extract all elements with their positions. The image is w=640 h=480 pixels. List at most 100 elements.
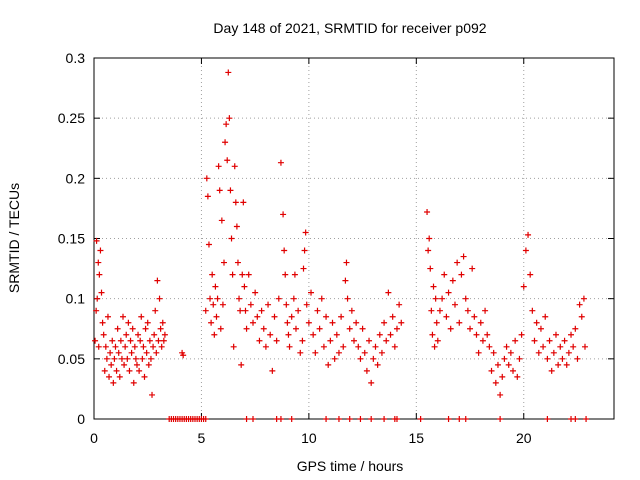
data-point	[320, 343, 327, 350]
data-point	[323, 416, 330, 422]
data-point	[325, 361, 332, 368]
y-tick-label: 0.3	[66, 50, 86, 66]
data-point	[305, 319, 312, 326]
data-point	[155, 337, 162, 344]
data-point	[139, 355, 146, 362]
data-point	[578, 313, 585, 320]
data-point	[269, 367, 276, 374]
data-point	[123, 331, 130, 338]
data-point	[335, 416, 342, 422]
data-point	[383, 337, 390, 344]
data-point	[132, 355, 139, 362]
data-point	[565, 349, 572, 356]
data-point	[131, 343, 138, 350]
data-point	[456, 319, 463, 326]
data-point	[572, 416, 579, 422]
data-point	[241, 283, 248, 290]
data-point	[277, 159, 284, 166]
data-point	[285, 331, 292, 338]
data-point	[138, 313, 145, 320]
data-point	[433, 319, 440, 326]
data-point	[151, 331, 158, 338]
data-point	[520, 283, 527, 290]
data-point	[340, 343, 347, 350]
data-point	[281, 247, 288, 254]
data-point	[363, 367, 370, 374]
data-point	[488, 367, 495, 374]
data-point	[343, 259, 350, 266]
data-point	[116, 373, 123, 380]
data-point	[441, 271, 448, 278]
data-point	[93, 237, 100, 244]
data-point	[295, 307, 302, 314]
data-point	[243, 325, 250, 332]
data-point	[133, 361, 140, 368]
data-point	[510, 367, 517, 374]
chart-title: Day 148 of 2021, SRMTID for receiver p09…	[213, 20, 486, 36]
data-point	[460, 253, 467, 260]
data-point	[93, 307, 100, 314]
data-point	[300, 265, 307, 272]
data-point	[229, 271, 236, 278]
data-point	[499, 373, 506, 380]
data-point	[357, 416, 364, 422]
data-point	[292, 325, 299, 332]
data-point	[231, 163, 238, 170]
data-point	[288, 313, 295, 320]
data-point	[150, 343, 157, 350]
data-point	[217, 325, 224, 332]
data-point	[299, 337, 306, 344]
data-point	[250, 416, 257, 422]
data-point	[331, 355, 338, 362]
data-point	[109, 337, 116, 344]
data-point	[351, 337, 357, 344]
data-point	[308, 289, 315, 296]
data-point	[544, 416, 551, 422]
data-point	[426, 235, 433, 242]
data-point	[398, 319, 405, 326]
data-point	[136, 367, 143, 374]
data-point	[95, 343, 102, 350]
data-point	[112, 343, 119, 350]
data-point	[559, 355, 566, 362]
data-point	[546, 337, 553, 344]
data-point	[366, 337, 373, 344]
data-point	[445, 416, 452, 422]
data-point	[141, 373, 148, 380]
data-point	[122, 343, 129, 350]
data-point	[359, 325, 366, 332]
data-point	[283, 301, 290, 308]
data-point	[525, 231, 532, 238]
data-point	[355, 343, 362, 350]
data-point	[125, 319, 132, 326]
data-point	[102, 343, 109, 350]
data-point	[516, 355, 523, 362]
data-point	[180, 352, 187, 359]
x-tick-label: 5	[198, 430, 206, 446]
data-point	[208, 319, 215, 326]
data-point	[342, 277, 349, 284]
data-point	[291, 271, 298, 278]
data-point	[120, 313, 127, 320]
data-point	[226, 115, 233, 122]
data-point	[576, 301, 583, 308]
data-point	[277, 416, 284, 422]
data-point	[370, 355, 377, 362]
data-point	[135, 331, 142, 338]
data-point	[149, 391, 156, 398]
data-point	[581, 343, 588, 350]
data-point	[212, 283, 219, 290]
data-point	[159, 319, 166, 326]
data-point	[583, 416, 590, 422]
data-point	[160, 337, 167, 344]
data-point	[467, 325, 474, 332]
data-point	[385, 289, 392, 296]
data-point	[111, 355, 118, 362]
data-point	[389, 313, 396, 320]
data-point	[469, 265, 476, 272]
data-point	[267, 331, 274, 338]
data-point	[335, 349, 342, 356]
data-point	[92, 337, 99, 344]
data-point	[436, 307, 443, 314]
